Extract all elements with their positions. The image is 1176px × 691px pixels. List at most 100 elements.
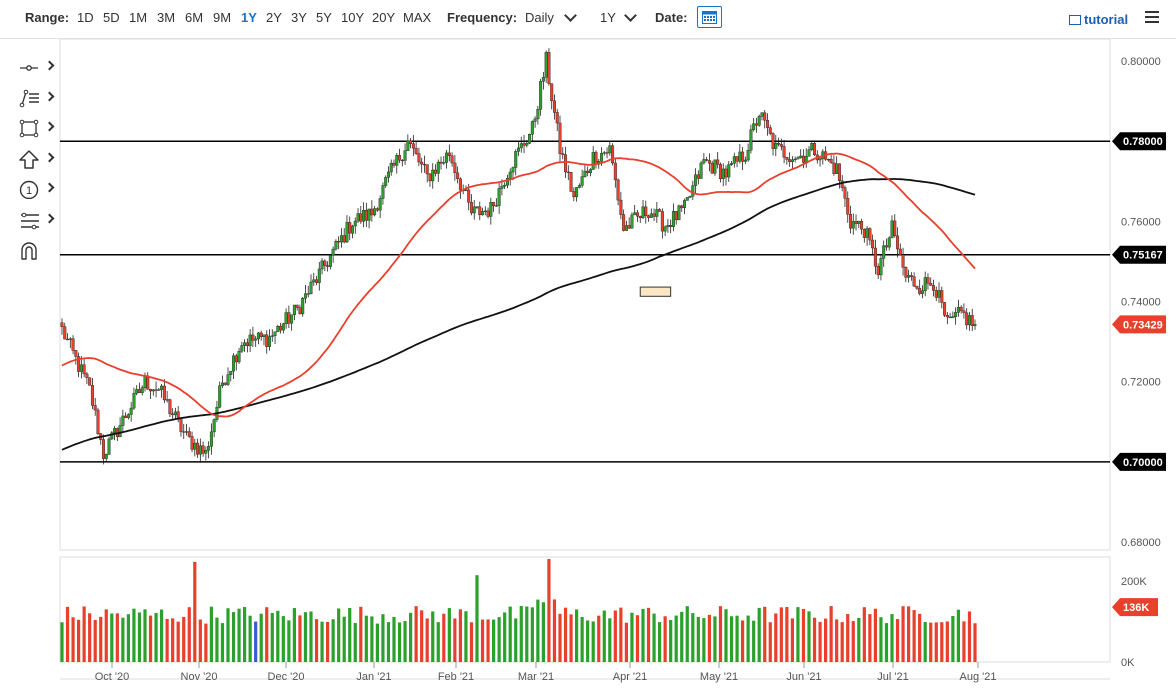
volume-bar bbox=[879, 617, 883, 662]
x-tick-label: Apr '21 bbox=[613, 671, 648, 683]
candle-body bbox=[77, 356, 81, 372]
candle-body bbox=[309, 281, 313, 294]
candle-body bbox=[256, 332, 260, 340]
volume-bar bbox=[137, 612, 142, 662]
range-6m-button[interactable]: 6M bbox=[185, 10, 204, 25]
candle-body bbox=[627, 225, 631, 229]
volume-bar bbox=[829, 606, 833, 662]
tutorial-link[interactable]: tutorial bbox=[1069, 12, 1128, 27]
hamburger-menu-icon[interactable] bbox=[1145, 11, 1159, 23]
candle-body bbox=[929, 282, 933, 286]
candle-body bbox=[107, 438, 111, 455]
volume-bar bbox=[956, 609, 960, 662]
range-9m-button[interactable]: 9M bbox=[213, 10, 232, 25]
candle-body bbox=[970, 315, 974, 326]
candle-body bbox=[777, 143, 781, 145]
volume-bar bbox=[204, 623, 208, 662]
range-20y-button[interactable]: 20Y bbox=[372, 10, 396, 25]
range-max-button[interactable]: MAX bbox=[403, 10, 432, 25]
candle-body bbox=[696, 174, 700, 179]
range-5d-button[interactable]: 5D bbox=[103, 10, 120, 25]
candle-body bbox=[671, 211, 675, 227]
volume-bar bbox=[729, 616, 734, 662]
frequency-select[interactable]: Daily bbox=[525, 10, 554, 25]
volume-bar bbox=[774, 613, 778, 662]
candle-body bbox=[785, 156, 789, 160]
crosshair-tool-button[interactable] bbox=[16, 55, 56, 86]
volume-bar bbox=[934, 622, 938, 662]
volume-bar bbox=[812, 617, 817, 662]
volume-bar bbox=[475, 575, 479, 662]
candle-body bbox=[66, 338, 70, 341]
range-10y-button[interactable]: 10Y bbox=[341, 10, 365, 25]
tutorial-label: tutorial bbox=[1084, 12, 1129, 27]
candle-body bbox=[237, 350, 241, 363]
volume-bar bbox=[514, 618, 518, 662]
candle-body bbox=[644, 206, 648, 216]
candle-body bbox=[956, 307, 960, 313]
volume-bar bbox=[243, 607, 247, 662]
magnet-tool-button[interactable] bbox=[16, 238, 56, 269]
candle-body bbox=[171, 413, 175, 416]
candle-body bbox=[373, 208, 377, 216]
volume-bar bbox=[320, 621, 324, 662]
candle-body bbox=[926, 277, 930, 284]
volume-bar bbox=[480, 619, 485, 662]
candle-body bbox=[101, 439, 105, 459]
fibonacci-tool-button[interactable] bbox=[16, 208, 56, 239]
fast-moving-average-line bbox=[61, 152, 976, 418]
period-select[interactable]: 1Y bbox=[600, 10, 616, 25]
candle-body bbox=[315, 279, 319, 283]
volume-bar bbox=[270, 612, 274, 662]
volume-bar bbox=[646, 607, 651, 662]
candle-body bbox=[727, 164, 731, 178]
level-price-tag bbox=[1112, 245, 1166, 264]
volume-bar bbox=[851, 621, 855, 662]
range-3m-button[interactable]: 3M bbox=[157, 10, 176, 25]
candle-body bbox=[79, 364, 83, 372]
candle-body bbox=[306, 293, 310, 295]
arrow-tool-button[interactable] bbox=[16, 147, 56, 178]
candle-body bbox=[505, 177, 509, 186]
number-marker-tool-button[interactable]: 1 bbox=[16, 177, 56, 208]
range-5y-button[interactable]: 5Y bbox=[316, 10, 332, 25]
candle-body bbox=[475, 206, 479, 208]
candle-body bbox=[860, 220, 864, 230]
volume-bar bbox=[973, 623, 977, 662]
date-label: Date: bbox=[655, 10, 688, 25]
volume-bar bbox=[807, 611, 811, 662]
candle-body bbox=[577, 185, 581, 188]
range-1y-button[interactable]: 1Y bbox=[241, 10, 257, 25]
candle-body bbox=[331, 248, 335, 256]
zone-box bbox=[639, 286, 672, 297]
rectangle-tool-button[interactable] bbox=[16, 116, 56, 147]
candle-body bbox=[445, 152, 449, 163]
candle-body bbox=[608, 145, 612, 154]
candle-body bbox=[143, 375, 147, 388]
line-tool-button[interactable] bbox=[16, 86, 56, 117]
candle-body bbox=[616, 179, 620, 201]
level-price-label: 0.78000 bbox=[1123, 136, 1163, 148]
volume-bar bbox=[746, 615, 750, 662]
candle-body bbox=[688, 195, 692, 198]
candle-body bbox=[411, 143, 415, 149]
volume-bar bbox=[160, 609, 164, 662]
candle-body bbox=[655, 209, 659, 217]
candle-body bbox=[126, 414, 130, 418]
candle-body bbox=[370, 208, 374, 216]
volume-bar bbox=[929, 622, 933, 662]
candle-body bbox=[782, 146, 786, 158]
volume-bar bbox=[580, 616, 584, 662]
candle-body bbox=[771, 133, 775, 149]
date-picker-button[interactable] bbox=[697, 6, 722, 28]
candle-body bbox=[522, 143, 526, 146]
range-2y-button[interactable]: 2Y bbox=[266, 10, 282, 25]
range-1m-button[interactable]: 1M bbox=[129, 10, 148, 25]
volume-bar bbox=[873, 608, 877, 662]
range-1d-button[interactable]: 1D bbox=[77, 10, 94, 25]
range-3y-button[interactable]: 3Y bbox=[291, 10, 307, 25]
candle-body bbox=[400, 159, 404, 162]
candle-body bbox=[74, 350, 78, 357]
candle-body bbox=[458, 178, 462, 191]
